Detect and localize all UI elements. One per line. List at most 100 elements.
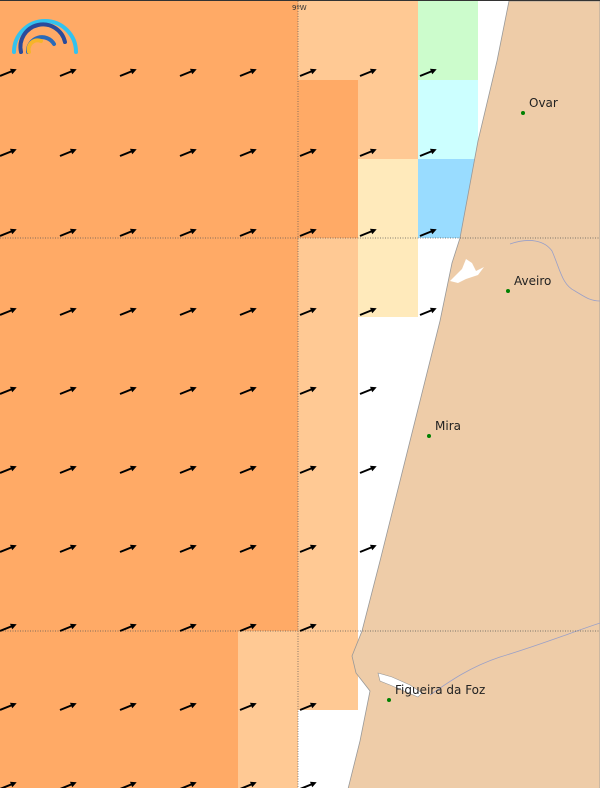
city-dot (521, 111, 525, 115)
wind-arrow-icon (179, 623, 197, 632)
wind-arrow-icon (59, 228, 77, 237)
wind-arrow-icon (179, 148, 197, 157)
wind-arrow-icon (359, 307, 377, 316)
city-label: Ovar (529, 96, 558, 110)
wind-arrow-icon (359, 148, 377, 157)
river (429, 622, 600, 696)
wind-arrow-icon (239, 307, 257, 316)
wind-arrow-icon (239, 465, 257, 474)
wind-arrow-icon (0, 623, 17, 632)
wind-arrow-icon (119, 228, 137, 237)
wind-arrow-icon (179, 544, 197, 553)
wind-arrows (0, 68, 437, 788)
value-cell (238, 631, 298, 788)
wind-arrow-icon (419, 228, 437, 237)
wind-arrow-icon (119, 307, 137, 316)
value-cell (358, 80, 418, 159)
aveiro-lagoon (450, 259, 484, 283)
wind-arrow-icon (179, 228, 197, 237)
wind-arrow-icon (59, 623, 77, 632)
value-cell (418, 80, 478, 159)
wind-arrow-icon (119, 465, 137, 474)
wind-arrow-icon (299, 228, 317, 237)
wind-arrow-icon (239, 148, 257, 157)
wind-arrow-icon (0, 148, 17, 157)
wind-arrow-icon (59, 307, 77, 316)
city-dot (387, 698, 391, 702)
river (509, 240, 600, 302)
wind-arrow-icon (299, 307, 317, 316)
wind-arrow-icon (59, 702, 77, 711)
wind-arrow-icon (299, 148, 317, 157)
wind-arrow-icon (119, 781, 137, 788)
city-ovar: Ovar (521, 96, 558, 115)
city-figueira-da-foz: Figueira da Foz (387, 683, 485, 702)
wind-arrow-icon (0, 781, 17, 788)
wind-arrow-icon (179, 307, 197, 316)
city-label: Figueira da Foz (395, 683, 485, 697)
wind-arrow-icon (299, 68, 317, 77)
wind-arrow-icon (299, 465, 317, 474)
wind-arrow-icon (299, 386, 317, 395)
wind-arrow-icon (179, 386, 197, 395)
mondego-estuary (377, 672, 423, 698)
wind-arrow-icon (119, 623, 137, 632)
value-cell (298, 1, 418, 80)
wind-arrow-icon (419, 68, 437, 77)
wind-arrow-icon (0, 386, 17, 395)
city-dot (506, 289, 510, 293)
wind-arrow-icon (0, 465, 17, 474)
wind-arrow-icon (419, 307, 437, 316)
longitude-label: 9ºW (292, 4, 307, 12)
city-mira: Mira (427, 419, 461, 438)
value-cell (298, 80, 358, 238)
wind-arrow-icon (179, 781, 197, 788)
wind-arrow-icon (239, 623, 257, 632)
city-label: Aveiro (514, 274, 551, 288)
wind-arrow-icon (59, 465, 77, 474)
wind-arrow-icon (239, 781, 257, 788)
wind-arrow-icon (0, 68, 17, 77)
wind-arrow-icon (179, 702, 197, 711)
wind-arrow-icon (59, 386, 77, 395)
city-aveiro: Aveiro (506, 274, 551, 293)
wind-arrow-icon (0, 307, 17, 316)
wind-arrow-icon (119, 702, 137, 711)
wind-arrow-icon (299, 544, 317, 553)
value-cell (418, 1, 478, 80)
wind-arrow-icon (119, 148, 137, 157)
wind-arrow-icon (359, 228, 377, 237)
wind-arrow-icon (359, 544, 377, 553)
wind-arrow-icon (0, 544, 17, 553)
wind-arrow-icon (59, 148, 77, 157)
wind-arrow-icon (419, 148, 437, 157)
wind-arrow-icon (299, 702, 317, 711)
city-dot (427, 434, 431, 438)
wind-arrow-icon (239, 386, 257, 395)
wind-arrow-icon (239, 702, 257, 711)
value-cells (0, 1, 478, 788)
wind-arrow-icon (179, 68, 197, 77)
wind-arrow-icon (119, 544, 137, 553)
wind-arrow-icon (59, 68, 77, 77)
wind-arrow-icon (59, 544, 77, 553)
wind-arrow-icon (119, 386, 137, 395)
wind-arrow-icon (359, 465, 377, 474)
wind-arrow-icon (239, 228, 257, 237)
wind-arrow-icon (359, 68, 377, 77)
wind-arrow-icon (239, 544, 257, 553)
wind-arrow-icon (0, 228, 17, 237)
value-cell (298, 238, 358, 710)
wind-arrow-icon (359, 386, 377, 395)
wind-arrow-icon (239, 68, 257, 77)
wind-arrow-icon (179, 465, 197, 474)
wind-arrow-icon (59, 781, 77, 788)
rainbow-logo-icon (12, 19, 78, 54)
city-label: Mira (435, 419, 461, 433)
wind-arrow-icon (299, 623, 317, 632)
land (347, 1, 600, 788)
wind-arrow-icon (0, 702, 17, 711)
wind-arrow-icon (119, 68, 137, 77)
